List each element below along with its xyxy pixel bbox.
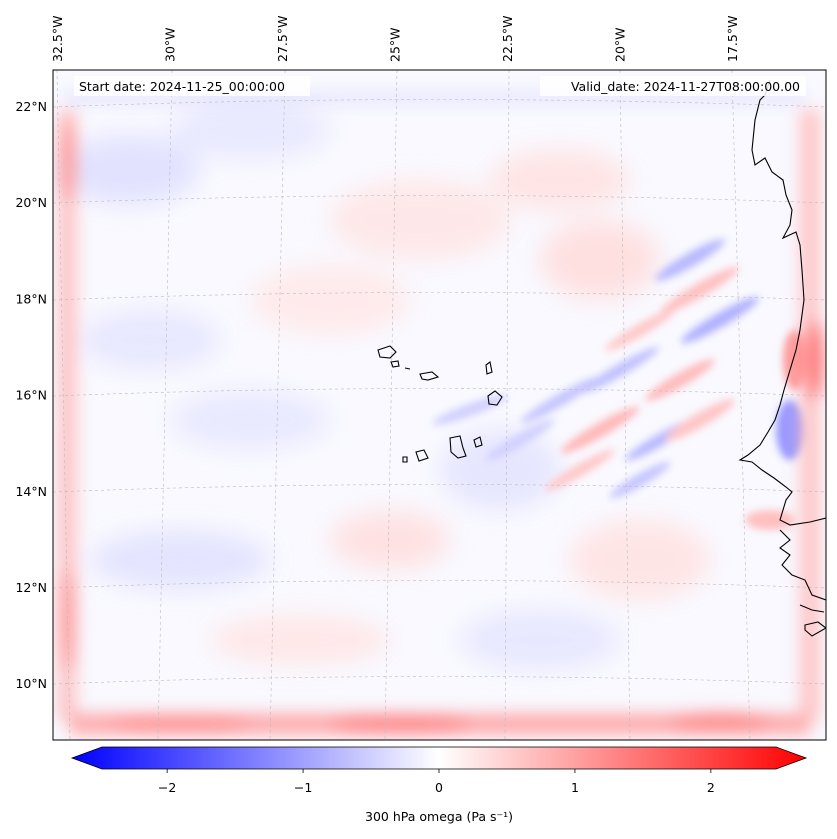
graticule [53, 70, 826, 740]
colorbar-tick-label: 0 [435, 780, 443, 795]
lon-label: 25°W [388, 27, 403, 62]
lat-label: 16°N [15, 388, 47, 403]
colorbar-label: 300 hPa omega (Pa s⁻¹) [365, 809, 513, 824]
lat-label: 20°N [15, 195, 47, 210]
omega-field [53, 70, 826, 740]
lon-label: 20°W [613, 27, 628, 62]
map-frame [52, 69, 827, 741]
lat-label: 22°N [15, 99, 47, 114]
cape-verde-islands [377, 345, 503, 463]
valid-date-label: Valid_date: 2024-11-27T08:00:00.00 [571, 79, 800, 94]
colorbar-tick-label: −1 [294, 780, 312, 795]
colorbar-tick-label: 2 [707, 780, 715, 795]
colorbar-tick-label: −2 [158, 780, 176, 795]
start-date-label: Start date: 2024-11-25_00:00:00 [79, 79, 285, 94]
lat-label: 12°N [15, 580, 47, 595]
african-coastline [738, 79, 826, 637]
lat-label: 14°N [15, 484, 47, 499]
colorbar-body [70, 746, 808, 770]
lon-label: 17.5°W [725, 16, 740, 62]
lat-label: 10°N [15, 676, 47, 691]
colorbar-ticks: −2 −1 0 1 2 [158, 769, 715, 795]
lon-label: 30°W [163, 27, 178, 62]
lon-label: 32.5°W [50, 16, 65, 62]
latitude-labels: 22°N 20°N 18°N 16°N 14°N 12°N 10°N [15, 99, 47, 691]
lon-label: 27.5°W [275, 16, 290, 62]
lon-label: 22.5°W [500, 16, 515, 62]
colorbar: −2 −1 0 1 2 300 hPa omega (Pa s⁻¹) [70, 746, 808, 824]
longitude-labels: 32.5°W 30°W 27.5°W 25°W 22.5°W 20°W 17.5°W [50, 16, 740, 62]
colorbar-tick-label: 1 [571, 780, 579, 795]
lat-label: 18°N [15, 291, 47, 306]
